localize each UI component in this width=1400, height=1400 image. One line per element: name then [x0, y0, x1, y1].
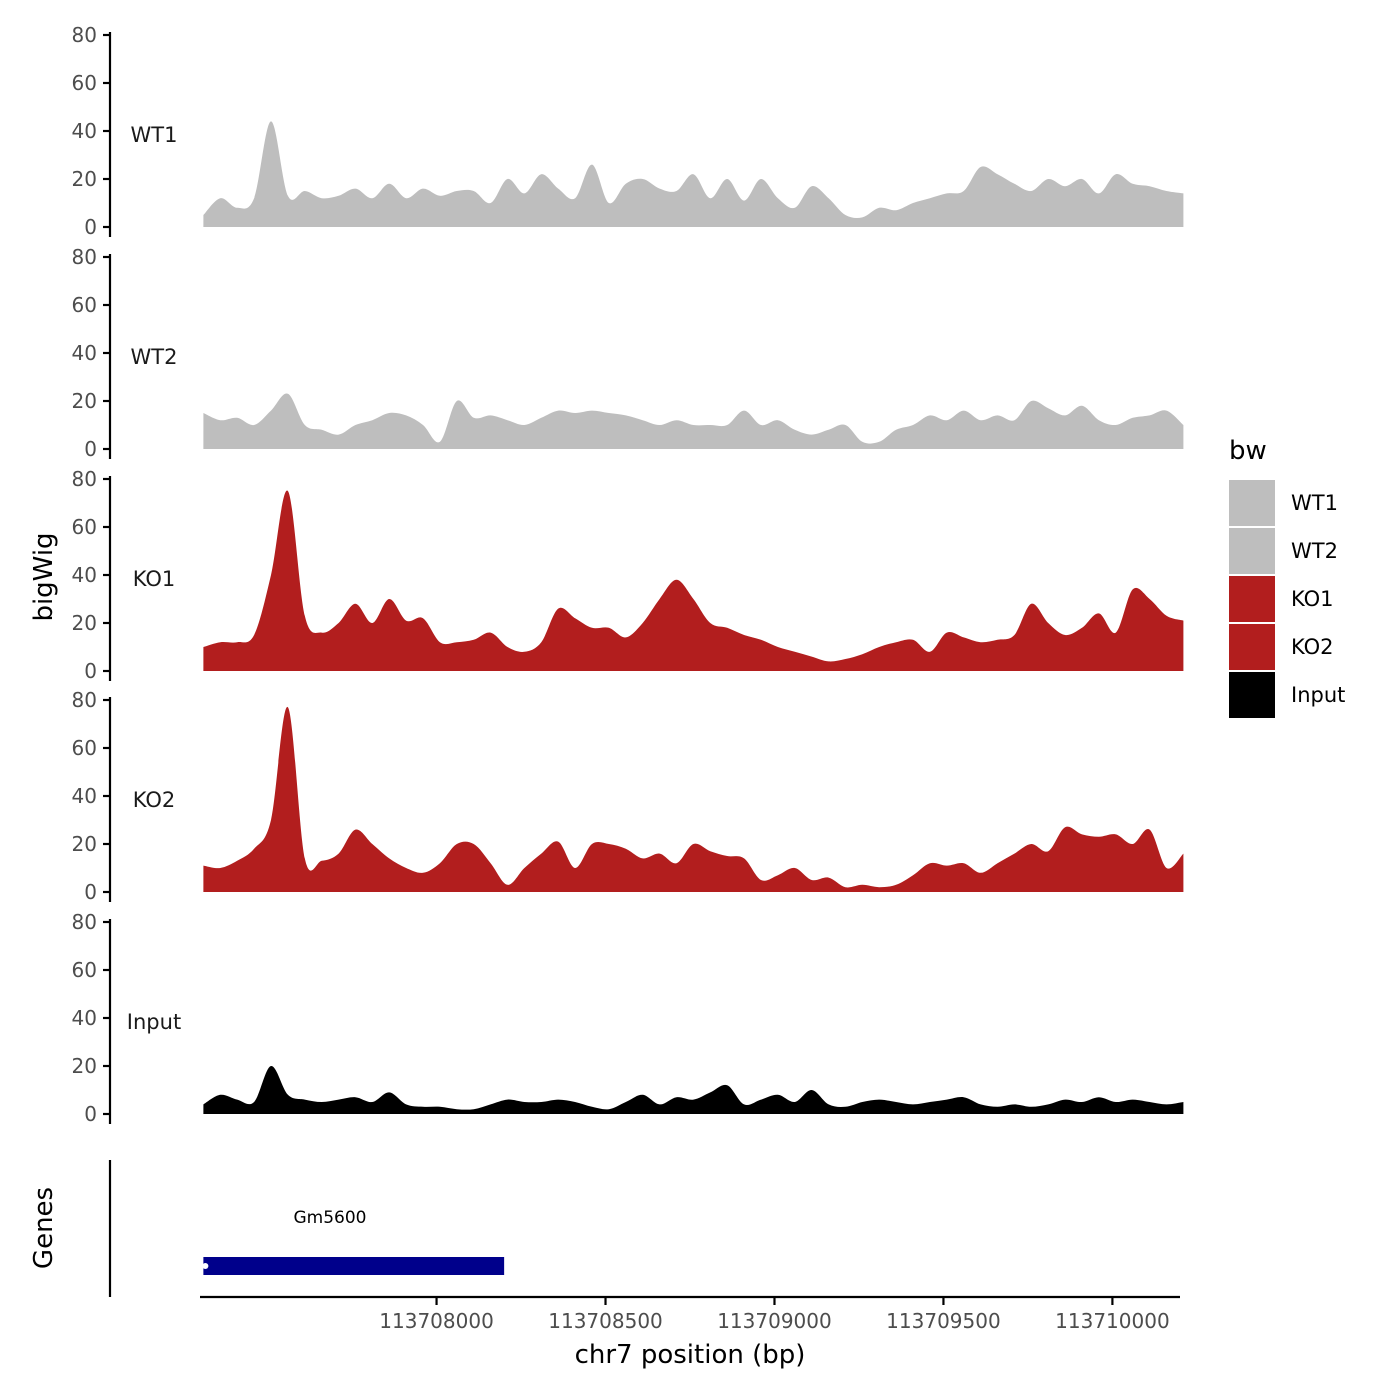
tracks-layer: 0 20 40 60 80 WT1 0 20 40 60 80 WT2 0 20 40 60 80 KO1 0 20 4… [72, 23, 1184, 1126]
track-wt2: 0 20 40 60 80 WT2 [72, 245, 1184, 461]
y-tick-label-input: 60 [72, 958, 97, 982]
y-tick-label-wt1: 40 [72, 119, 97, 143]
genes-layer: Gm5600 [108, 1160, 505, 1297]
y-tick-label-ko1: 20 [72, 611, 97, 635]
legend-label-ko2: KO2 [1291, 635, 1334, 659]
y-tick-label-ko1: 80 [72, 467, 97, 491]
track-label-wt2: WT2 [131, 345, 178, 369]
y-tick-label-wt2: 40 [72, 341, 97, 365]
y-tick-label-ko2: 40 [72, 784, 97, 808]
legend-key-ko2 [1229, 624, 1275, 670]
area-ko2 [203, 706, 1184, 892]
y-tick-label-ko1: 40 [72, 563, 97, 587]
y-tick-label-ko1: 0 [84, 659, 97, 683]
area-ko1 [203, 490, 1184, 671]
legend-label-wt1: WT1 [1291, 491, 1338, 515]
track-label-ko1: KO1 [133, 567, 176, 591]
y-tick-label-wt1: 80 [72, 23, 97, 47]
y-tick-label-input: 0 [84, 1102, 97, 1126]
y-tick-label-wt2: 20 [72, 389, 97, 413]
y-tick-label-ko2: 0 [84, 880, 97, 904]
legend: bw WT1 WT2 KO1 KO2 Input [1229, 436, 1345, 718]
track-ko1: 0 20 40 60 80 KO1 [72, 467, 1184, 683]
track-ko2: 0 20 40 60 80 KO2 [72, 688, 1184, 904]
y-tick-label-ko2: 60 [72, 736, 97, 760]
y-tick-label-wt2: 80 [72, 245, 97, 269]
legend-key-ko1 [1229, 576, 1275, 622]
track-wt1: 0 20 40 60 80 WT1 [72, 23, 1184, 239]
y-tick-label-ko2: 80 [72, 688, 97, 712]
y-axis-title: bigWig [29, 532, 59, 621]
x-tick-label: 113708000 [379, 1309, 494, 1333]
y-tick-label-wt2: 0 [84, 437, 97, 461]
track-label-ko2: KO2 [133, 788, 176, 812]
legend-title: bw [1229, 436, 1267, 466]
x-tick-label: 113708500 [548, 1309, 663, 1333]
x-tick-label: 113709000 [717, 1309, 832, 1333]
legend-label-wt2: WT2 [1291, 539, 1338, 563]
gene-label-gm5600: Gm5600 [294, 1208, 367, 1228]
area-wt2 [203, 393, 1184, 449]
legend-key-input [1229, 672, 1275, 718]
x-tick-label: 113710000 [1055, 1309, 1170, 1333]
y-tick-label-input: 20 [72, 1054, 97, 1078]
y-tick-label-input: 40 [72, 1006, 97, 1030]
track-input: 0 20 40 60 80 Input [72, 910, 1184, 1126]
gene-start-marker [202, 1263, 209, 1269]
track-label-input: Input [127, 1010, 181, 1034]
y-tick-label-ko1: 60 [72, 515, 97, 539]
legend-label-input: Input [1291, 683, 1345, 707]
legend-key-wt1 [1229, 480, 1275, 526]
y-tick-label-wt1: 0 [84, 215, 97, 239]
track-label-wt1: WT1 [131, 123, 178, 147]
y-tick-label-input: 80 [72, 910, 97, 934]
x-axis-title: chr7 position (bp) [575, 1340, 806, 1370]
legend-key-wt2 [1229, 528, 1275, 574]
x-axis: 113708000 113708500 113709000 113709500 1137… [200, 1295, 1180, 1333]
legend-label-ko1: KO1 [1291, 587, 1334, 611]
y-tick-label-wt2: 60 [72, 293, 97, 317]
area-input [203, 1065, 1184, 1114]
genes-axis-title: Genes [29, 1187, 59, 1269]
y-tick-label-wt1: 60 [72, 71, 97, 95]
y-tick-label-ko2: 20 [72, 832, 97, 856]
y-tick-label-wt1: 20 [72, 167, 97, 191]
area-wt1 [203, 121, 1184, 227]
x-tick-label: 113709500 [886, 1309, 1001, 1333]
gene-bar-gm5600 [203, 1257, 505, 1275]
